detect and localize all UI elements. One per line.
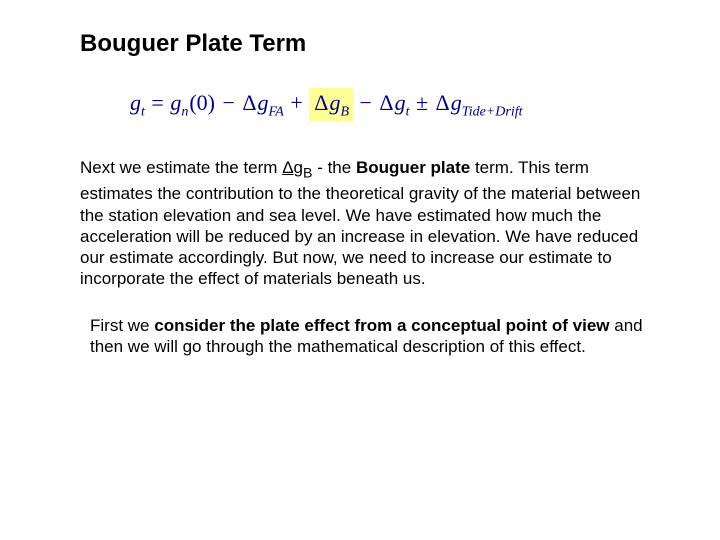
eq-pm: ± (416, 90, 428, 115)
p1-text3: term. This term estimates the contributi… (80, 158, 640, 288)
p1-term: ΔgB (282, 158, 312, 177)
eq-lhs-sub: t (141, 104, 145, 119)
equation-container: gt = gn(0) − ΔgFA + ΔgB − Δgt ± ΔgTide+D… (130, 88, 650, 122)
eq-gn-arg: (0) (189, 90, 215, 115)
p1-g: g (294, 158, 303, 177)
p1-bold: Bouguer plate (356, 158, 470, 177)
eq-b-sub: B (340, 104, 349, 119)
eq-fa-var: g (258, 90, 269, 115)
eq-minus2: − (360, 90, 372, 115)
eq-b-var: g (329, 90, 340, 115)
eq-gn-var: g (170, 90, 181, 115)
eq-t-sub: t (406, 104, 410, 119)
eq-equals: = (151, 90, 163, 115)
eq-td-var: g (451, 90, 462, 115)
p1-text2: - the (312, 158, 355, 177)
page-title: Bouguer Plate Term (80, 30, 650, 58)
eq-plus1: + (290, 90, 302, 115)
eq-gn-sub: n (181, 104, 188, 119)
eq-td-sub: Tide+Drift (462, 104, 523, 119)
p1-delta: Δ (282, 158, 293, 177)
eq-t-var: g (395, 90, 406, 115)
p2-bold: consider the plate effect from a concept… (154, 316, 609, 335)
paragraph-1: Next we estimate the term ΔgB - the Boug… (80, 157, 650, 289)
paragraph-2: First we consider the plate effect from … (90, 315, 650, 358)
eq-delta-td: Δ (436, 90, 450, 115)
eq-lhs-var: g (130, 90, 141, 115)
eq-delta-b: Δ (314, 90, 328, 115)
eq-delta-t: Δ (379, 90, 393, 115)
gravity-equation: gt = gn(0) − ΔgFA + ΔgB − Δgt ± ΔgTide+D… (130, 88, 523, 122)
p1-text1: Next we estimate the term (80, 158, 282, 177)
eq-fa-sub: FA (269, 104, 284, 119)
eq-highlight-bouguer: ΔgB (309, 88, 353, 122)
eq-delta-fa: Δ (242, 90, 256, 115)
slide-content: Bouguer Plate Term gt = gn(0) − ΔgFA + Δ… (0, 0, 720, 387)
p2-text1: First we (90, 316, 154, 335)
eq-minus1: − (222, 90, 234, 115)
